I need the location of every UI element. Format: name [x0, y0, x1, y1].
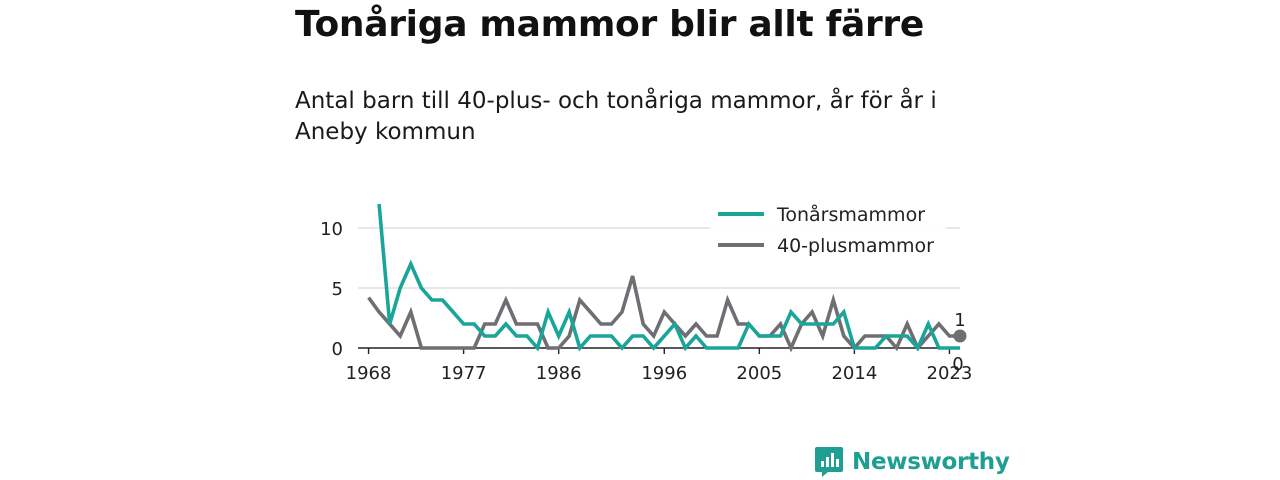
x-tick-label: 1968	[346, 363, 392, 384]
x-tick-label: 1996	[641, 363, 687, 384]
x-tick-label: 2014	[831, 363, 877, 384]
x-axis: 1968 1977 1986 1996 2005 2014 2023	[346, 347, 973, 384]
brand-name: Newsworthy	[852, 449, 1010, 475]
series-lines	[367, 203, 960, 353]
series-line	[367, 275, 960, 353]
end-labels: 10	[952, 310, 967, 375]
brand-logo: Newsworthy	[814, 446, 1010, 478]
legend-label: Tonårsmammor	[776, 203, 925, 226]
y-tick-label: 0	[332, 339, 343, 360]
legend-background	[710, 200, 946, 266]
y-axis: 0 5 10	[320, 219, 343, 360]
x-tick-label: 1986	[536, 363, 582, 384]
end-label: 0	[952, 354, 963, 375]
series-line	[377, 203, 960, 352]
y-tick-label: 10	[320, 219, 343, 240]
legend: Tonårsmammor 40-plusmammor	[710, 200, 946, 266]
chart-title: Tonåriga mammor blir allt färre	[295, 4, 924, 45]
legend-label: 40-plusmammor	[777, 235, 934, 257]
y-tick-label: 5	[332, 279, 343, 300]
newsworthy-logo-icon	[815, 447, 843, 477]
series-end-marker	[953, 329, 967, 343]
x-tick-label: 1977	[441, 363, 487, 384]
x-tick-label: 2023	[927, 363, 973, 384]
end-label: 1	[954, 310, 965, 331]
x-tick-label: 2005	[736, 363, 782, 384]
chart-subtitle: Antal barn till 40-plus- och tonåriga ma…	[295, 88, 937, 145]
